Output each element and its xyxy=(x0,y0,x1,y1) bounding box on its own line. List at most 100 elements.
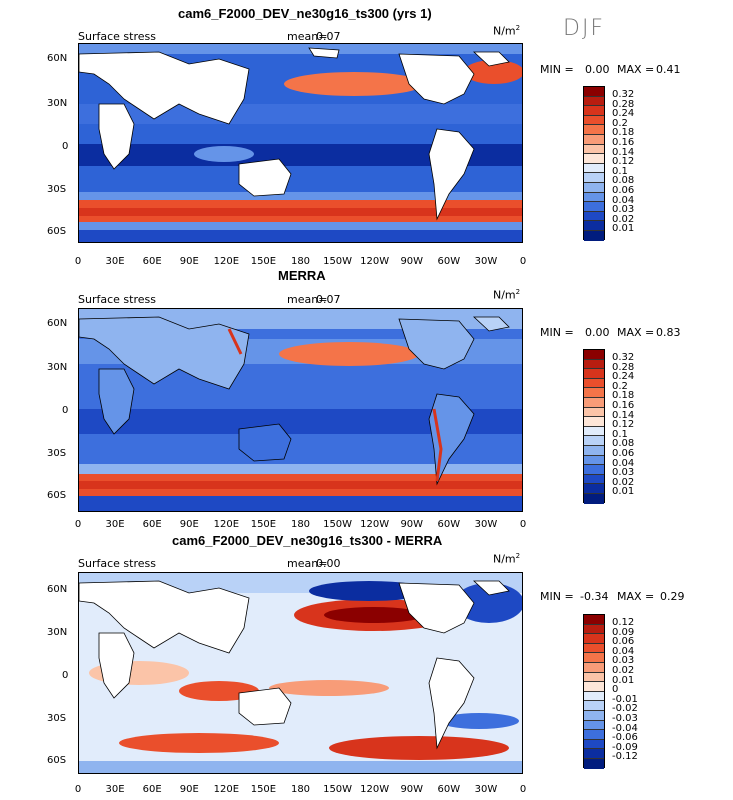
p1-min-label: MIN = xyxy=(540,63,574,76)
colorbar-swatch xyxy=(584,672,604,683)
colorbar-swatch xyxy=(584,701,604,711)
p2-max-label: MAX = xyxy=(617,326,655,339)
p1-colorbar-labels: 0.32 0.28 0.24 0.2 0.18 0.16 0.14 0.12 0.1 0.08 0.… xyxy=(612,90,634,234)
colorbar-swatch xyxy=(584,87,604,97)
lon-tick-label: 120W xyxy=(360,256,390,267)
p1-lat-60s: 60S xyxy=(47,226,67,237)
colorbar-swatch xyxy=(584,474,604,485)
colorbar-level-label: 0.1 xyxy=(612,165,628,177)
panel2-field xyxy=(79,309,522,511)
colorbar-level-label: 0.08 xyxy=(612,175,635,187)
panel3-map xyxy=(78,572,523,774)
colorbar-level-label: 0.12 xyxy=(612,617,635,628)
colorbar-level-label: -0.02 xyxy=(612,703,638,715)
p1-max-value: 0.41 xyxy=(656,63,681,76)
p3-max-label: MAX = xyxy=(617,590,655,603)
panel3-title: cam6_F2000_DEV_ne30g16_ts300 - MERRA xyxy=(172,533,443,548)
colorbar-swatch xyxy=(584,484,604,494)
lon-tick-label: 60W xyxy=(437,256,461,267)
lon-tick-label: 90W xyxy=(400,519,424,530)
panel2-variable: Surface stress xyxy=(78,293,156,306)
colorbar-swatch xyxy=(584,682,604,692)
colorbar-level-label: 0.12 xyxy=(612,156,635,168)
colorbar-swatch xyxy=(584,359,604,370)
colorbar-level-label: 0.24 xyxy=(612,371,635,383)
colorbar-swatch xyxy=(584,739,604,750)
colorbar-level-label: 0.03 xyxy=(612,204,635,216)
p2-lat-0: 0 xyxy=(62,405,69,416)
season-label: DJF xyxy=(563,16,606,41)
colorbar-level-label: 0.08 xyxy=(612,438,635,450)
p3-lat-60n: 60N xyxy=(47,584,68,595)
lon-tick-label: 30W xyxy=(474,519,498,530)
p1-min-value: 0.00 xyxy=(585,63,610,76)
colorbar-level-label: 0.03 xyxy=(612,467,635,479)
colorbar-level-label: 0.28 xyxy=(612,98,635,110)
colorbar-level-label: 0.1 xyxy=(612,428,628,440)
lon-tick-label: 120E xyxy=(213,256,240,267)
lon-tick-label: 120W xyxy=(360,784,390,795)
lon-tick-label: 0 xyxy=(74,256,82,267)
p3-colorbar-labels: 0.12 0.09 0.06 0.04 0.03 0.02 0.01 0 -0.01 -0.02-… xyxy=(612,618,638,762)
colorbar-swatch xyxy=(584,154,604,164)
colorbar-swatch xyxy=(584,221,604,231)
lon-tick-label: 30W xyxy=(474,784,498,795)
lon-tick-label: 180 xyxy=(290,784,311,795)
lon-tick-label: 120E xyxy=(213,784,240,795)
colorbar-level-label: 0.2 xyxy=(612,380,628,392)
p2-max-value: 0.83 xyxy=(656,326,681,339)
p2-colorbar-labels: 0.32 0.28 0.24 0.2 0.18 0.16 0.14 0.12 0.1 0.08 0.… xyxy=(612,353,634,497)
colorbar-swatch xyxy=(584,115,604,126)
panel1-title: cam6_F2000_DEV_ne30g16_ts300 (yrs 1) xyxy=(178,6,432,21)
lon-tick-label: 0 xyxy=(519,519,527,530)
p3-lat-0: 0 xyxy=(62,670,69,681)
colorbar-level-label: 0.06 xyxy=(612,447,635,459)
colorbar-level-label: 0.04 xyxy=(612,645,635,657)
panel1-units: N/m2 xyxy=(493,24,521,38)
p3-lat-30n: 30N xyxy=(47,627,68,638)
colorbar-swatch xyxy=(584,634,604,644)
colorbar-level-label: 0 xyxy=(612,684,619,696)
colorbar-swatch xyxy=(584,615,604,625)
colorbar-level-label: -0.12 xyxy=(612,751,638,763)
colorbar-swatch xyxy=(584,125,604,135)
p3-colorbar xyxy=(583,614,605,769)
lon-tick-label: 60E xyxy=(142,519,162,530)
lon-tick-label: 60E xyxy=(142,256,162,267)
p1-lat-60n: 60N xyxy=(47,53,68,64)
colorbar-swatch xyxy=(584,436,604,446)
colorbar-swatch xyxy=(584,758,604,769)
lon-tick-label: 30W xyxy=(474,256,498,267)
colorbar-level-label: 0.2 xyxy=(612,117,628,129)
colorbar-level-label: -0.03 xyxy=(612,712,638,724)
panel2-mean-value: 0.07 xyxy=(316,293,341,306)
colorbar-swatch xyxy=(584,397,604,408)
colorbar-swatch xyxy=(584,710,604,721)
colorbar-swatch xyxy=(584,211,604,222)
p2-lat-60n: 60N xyxy=(47,318,68,329)
panel2-units: N/m2 xyxy=(493,288,521,302)
colorbar-swatch xyxy=(584,653,604,663)
colorbar-level-label: 0.04 xyxy=(612,194,635,206)
panel1-variable: Surface stress xyxy=(78,30,156,43)
colorbar-level-label: -0.04 xyxy=(612,722,638,734)
panel2-mean-label: mean= xyxy=(287,293,328,306)
colorbar-swatch xyxy=(584,202,604,212)
lon-tick-label: 150E xyxy=(250,519,277,530)
lon-tick-label: 30E xyxy=(105,256,125,267)
lon-tick-label: 0 xyxy=(74,519,82,530)
colorbar-level-label: 0.14 xyxy=(612,146,635,158)
colorbar-level-label: 0.12 xyxy=(612,419,635,431)
colorbar-swatch xyxy=(584,350,604,360)
colorbar-swatch xyxy=(584,369,604,379)
colorbar-swatch xyxy=(584,720,604,731)
colorbar-swatch xyxy=(584,455,604,466)
colorbar-level-label: 0.16 xyxy=(612,136,635,148)
panel3-field xyxy=(79,573,522,773)
lon-tick-label: 90W xyxy=(400,784,424,795)
colorbar-level-label: -0.09 xyxy=(612,741,638,753)
lon-tick-label: 120W xyxy=(360,519,390,530)
p3-lat-30s: 30S xyxy=(47,713,67,724)
panel3-mean-value: 0.00 xyxy=(316,557,341,570)
colorbar-swatch xyxy=(584,643,604,654)
